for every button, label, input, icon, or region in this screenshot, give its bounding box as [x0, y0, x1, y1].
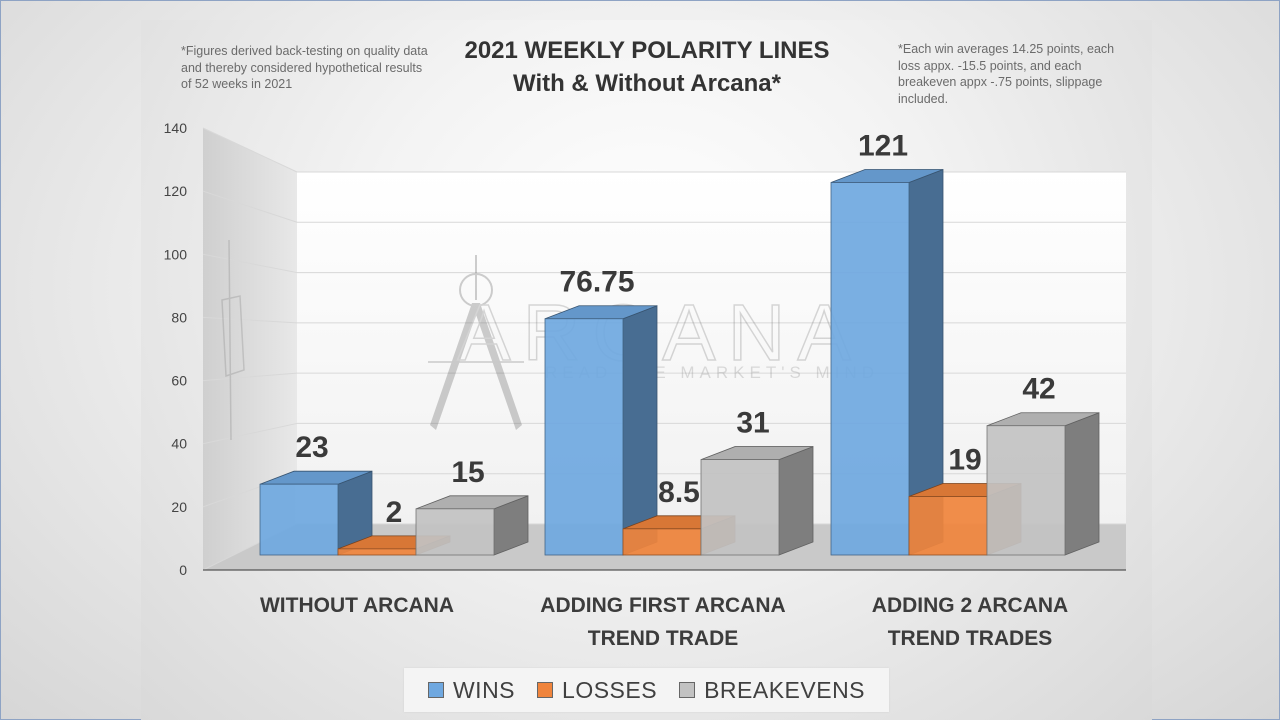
compass-head-icon	[459, 273, 493, 307]
y-tick-label: 120	[164, 183, 188, 199]
legend-label-breakevens: BREAKEVENS	[704, 676, 866, 703]
footnote-left: *Figures derived back-testing on quality…	[181, 44, 428, 91]
bar-front-face	[415, 508, 495, 556]
bar-front-face	[259, 483, 339, 556]
legend-item-losses: LOSSES	[537, 677, 657, 704]
y-tick-label: 80	[171, 309, 187, 325]
bar-breakevens-1	[700, 445, 814, 556]
gridline-side	[202, 190, 298, 223]
gridline-side	[202, 253, 298, 274]
bar-wins-0	[259, 470, 373, 556]
x-category-label: ADDING FIRST ARCANA	[540, 594, 785, 617]
compass-leg-right-icon	[472, 303, 522, 430]
legend-item-wins: WINS	[427, 676, 516, 704]
data-label-breakevens-0: 15	[451, 456, 484, 489]
bar-front-face	[986, 425, 1066, 556]
bar-wins-1	[544, 305, 658, 556]
legend-swatch-losses	[537, 682, 554, 698]
y-tick-label: 140	[164, 120, 188, 136]
x-category-label: TREND TRADE	[588, 627, 739, 650]
bar-side-face	[778, 445, 814, 556]
gridline-side	[202, 422, 298, 445]
legend-item-breakevens: BREAKEVENS	[679, 677, 865, 704]
compass-leg-left-icon	[430, 303, 480, 430]
legend-swatch-breakevens	[679, 682, 696, 698]
legend-label-losses: LOSSES	[562, 676, 658, 703]
data-label-wins-2: 121	[858, 130, 908, 163]
bar-wins-2	[830, 168, 944, 556]
chart-subtitle: With & Without Arcana*	[513, 70, 781, 97]
y-tick-label: 0	[179, 562, 187, 578]
gridline-side	[202, 372, 298, 382]
x-category-label: WITHOUT ARCANA	[260, 594, 454, 617]
bar-breakevens-2	[986, 412, 1100, 556]
chart-title: 2021 WEEKLY POLARITY LINES	[464, 37, 830, 64]
y-tick-label: 100	[164, 246, 188, 262]
x-category-label: TREND TRADES	[888, 627, 1053, 650]
bar-front-face	[337, 548, 417, 556]
data-label-wins-0: 23	[295, 431, 328, 464]
bar-front-face	[830, 182, 910, 556]
y-tick-label: 40	[171, 436, 187, 452]
data-label-wins-1: 76.75	[559, 266, 634, 299]
bar-front-face	[908, 496, 988, 556]
data-label-losses-1: 8.5	[658, 476, 700, 509]
data-label-breakevens-2: 42	[1022, 373, 1055, 406]
y-tick-label: 60	[171, 373, 187, 389]
bar-front-face	[622, 528, 702, 556]
chart-title-block: 2021 WEEKLY POLARITY LINES With & Withou…	[400, 34, 894, 100]
bar-front-face	[700, 459, 780, 556]
x-category-label: ADDING 2 ARCANA	[872, 594, 1068, 617]
chart-side-wall	[203, 128, 297, 570]
bar-front-face	[544, 318, 624, 556]
gridline-side	[202, 316, 298, 324]
data-label-losses-2: 19	[948, 444, 981, 477]
side-logo-frame-icon	[221, 295, 245, 378]
y-tick-label: 20	[171, 499, 187, 515]
bar-side-face	[1064, 412, 1100, 556]
data-label-breakevens-1: 31	[736, 407, 769, 440]
data-label-losses-0: 2	[386, 496, 403, 529]
legend: WINS LOSSES BREAKEVENS	[404, 668, 889, 712]
gridline-side	[202, 127, 298, 173]
legend-label-wins: WINS	[452, 676, 516, 703]
footnote-right: *Each win averages 14.25 points, each lo…	[898, 42, 1115, 106]
side-wall-logo-watermark	[221, 239, 245, 441]
bar-breakevens-0	[415, 495, 529, 556]
legend-swatch-wins	[427, 682, 444, 698]
side-logo-mark-icon	[228, 239, 232, 441]
